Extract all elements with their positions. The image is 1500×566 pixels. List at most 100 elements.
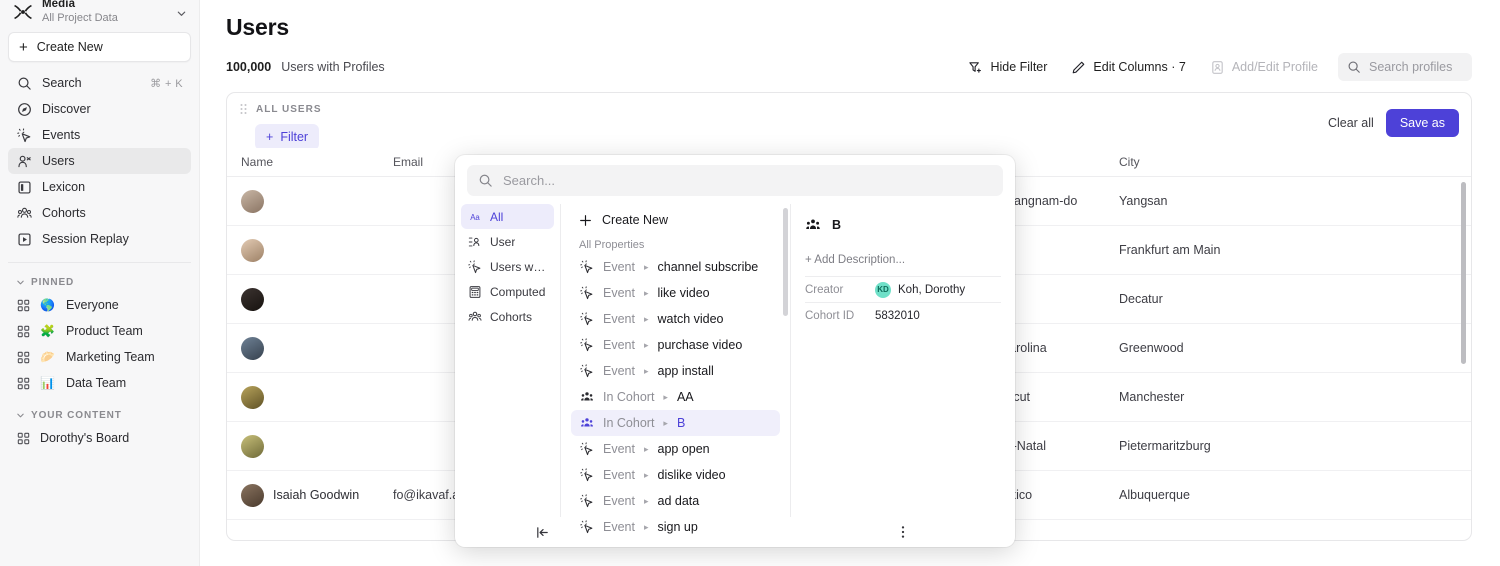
popup-category-users-who-did[interactable]: Users who di...	[461, 254, 554, 279]
people-group-icon	[468, 310, 482, 324]
popup-section-label: All Properties	[579, 239, 645, 251]
clear-all-button[interactable]: Clear all	[1327, 116, 1374, 130]
people-group-icon	[579, 416, 594, 431]
board-grid-icon	[16, 298, 30, 312]
popup-item-kind: Event	[603, 286, 635, 300]
popup-item-value: channel subscribe	[657, 260, 759, 274]
sidebar-item-discover[interactable]: Discover	[8, 96, 191, 122]
search-profiles-input[interactable]	[1369, 60, 1463, 74]
popup-list-scrollbar[interactable]	[783, 208, 788, 316]
popup-category-cohorts-label: Cohorts	[490, 309, 533, 324]
plus-icon	[579, 214, 592, 227]
column-header-email[interactable]: Email	[393, 155, 424, 169]
popup-list-item-selected[interactable]: In Cohort ▸ B	[571, 410, 780, 436]
sidebar-item-events[interactable]: Events	[8, 122, 191, 148]
popup-list-item[interactable]: Event ▸ watch video	[571, 306, 780, 332]
search-profiles-box[interactable]	[1338, 53, 1472, 81]
popup-create-new-button[interactable]: Create New	[571, 206, 780, 234]
add-filter-button[interactable]: + Filter	[255, 124, 320, 150]
popup-footer-left	[455, 525, 560, 540]
sidebar-item-search[interactable]: Search ⌘ + K	[8, 70, 191, 96]
add-edit-profile-button[interactable]: Add/Edit Profile	[1200, 53, 1328, 81]
popup-category-cohorts[interactable]: Cohorts	[461, 304, 554, 329]
popup-list-item[interactable]: Event ▸ app open	[571, 436, 780, 462]
popup-category-all[interactable]: Aa All	[461, 204, 554, 229]
search-icon	[16, 75, 32, 91]
cursor-click-icon	[579, 364, 594, 379]
everyone-emoji-icon: 🌎	[40, 298, 55, 312]
sidebar-item-users[interactable]: Users	[8, 148, 191, 174]
sidebar-label-search: Search	[42, 76, 82, 90]
popup-footer	[455, 517, 1015, 547]
chevron-down-icon	[16, 278, 25, 287]
add-description-button[interactable]: + Add Description...	[805, 254, 1001, 277]
popup-body: Aa All User	[455, 204, 1015, 534]
board-grid-icon	[16, 324, 30, 338]
drag-handle-icon[interactable]	[239, 103, 248, 115]
profile-card-icon	[1210, 60, 1225, 75]
popup-list-item[interactable]: Event ▸ dislike video	[571, 462, 780, 488]
popup-search-box[interactable]	[467, 165, 1003, 196]
collapse-panel-icon[interactable]	[535, 525, 550, 540]
avatar	[241, 483, 264, 507]
cohort-id-label: Cohort ID	[805, 310, 855, 322]
marketing-team-emoji-icon: 🥟	[40, 350, 55, 364]
popup-list-item[interactable]: Event ▸ app install	[571, 358, 780, 384]
sidebar-item-data-team[interactable]: 📊 Data Team	[8, 370, 191, 396]
popup-item-value: app open	[657, 442, 710, 456]
column-header-city[interactable]: City	[1119, 155, 1140, 169]
popup-property-list: Create New All Properties Event ▸ channe…	[560, 204, 790, 534]
board-grid-icon	[16, 431, 30, 445]
popup-item-value: watch video	[657, 312, 724, 326]
table-scrollbar[interactable]	[1461, 182, 1466, 364]
product-team-emoji-icon: 🧩	[40, 324, 55, 338]
sidebar-item-marketing-team[interactable]: 🥟 Marketing Team	[8, 344, 191, 370]
column-header-name[interactable]: Name	[241, 155, 274, 169]
cursor-click-icon	[579, 442, 594, 457]
save-as-button[interactable]: Save as	[1385, 109, 1459, 137]
popup-search-input[interactable]	[503, 173, 992, 188]
hide-filter-button[interactable]: Hide Filter	[958, 53, 1057, 81]
cell-name	[227, 238, 393, 262]
cursor-click-icon	[579, 286, 594, 301]
cell-email: fo@ikavaf.ag	[393, 488, 467, 502]
popup-item-value: purchase video	[657, 338, 743, 352]
popup-category-users-who-did-label: Users who di...	[490, 259, 547, 274]
create-new-button[interactable]: + Create New	[8, 32, 191, 62]
cell-city: Manchester	[1119, 390, 1185, 404]
more-options-icon[interactable]	[896, 525, 910, 539]
sidebar-item-cohorts[interactable]: Cohorts	[8, 200, 191, 226]
text-aa-icon: Aa	[468, 210, 482, 224]
pinned-section-header[interactable]: PINNED	[8, 277, 191, 288]
popup-item-kind: Event	[603, 468, 635, 482]
sidebar-item-lexicon[interactable]: Lexicon	[8, 174, 191, 200]
popup-list-item[interactable]: Event ▸ channel subscribe	[571, 254, 780, 280]
filter-icon	[968, 60, 983, 75]
sidebar-label-users: Users	[42, 154, 75, 168]
popup-list-item[interactable]: Event ▸ sign up	[571, 514, 780, 540]
sidebar-label-lexicon: Lexicon	[42, 180, 86, 194]
popup-list-item[interactable]: Event ▸ purchase video	[571, 332, 780, 358]
project-switcher[interactable]: Media All Project Data	[0, 0, 199, 30]
sidebar-item-product-team[interactable]: 🧩 Product Team	[8, 318, 191, 344]
sidebar-divider	[8, 262, 191, 263]
sidebar-item-dorothys-board[interactable]: Dorothy's Board	[8, 425, 191, 451]
your-content-section-header[interactable]: YOUR CONTENT	[8, 410, 191, 421]
popup-item-value: ad data	[657, 494, 700, 508]
popup-category-user-label: User	[490, 234, 516, 249]
popup-list-item[interactable]: Event ▸ ad data	[571, 488, 780, 514]
popup-item-value: app install	[657, 364, 714, 378]
hide-filter-label: Hide Filter	[990, 60, 1048, 74]
avatar	[241, 189, 264, 213]
popup-category-computed[interactable]: Computed	[461, 279, 554, 304]
sidebar-item-session-replay[interactable]: Session Replay	[8, 226, 191, 252]
popup-item-kind: Event	[603, 338, 635, 352]
popup-list-item[interactable]: Event ▸ like video	[571, 280, 780, 306]
chevron-down-icon[interactable]	[176, 8, 189, 19]
popup-list-item[interactable]: In Cohort ▸ AA	[571, 384, 780, 410]
edit-columns-button[interactable]: Edit Columns · 7	[1061, 53, 1195, 81]
popup-category-user[interactable]: User	[461, 229, 554, 254]
sidebar-item-everyone[interactable]: 🌎 Everyone	[8, 292, 191, 318]
cell-city: Albuquerque	[1119, 488, 1190, 502]
creator-row: Creator KD Koh, Dorothy	[805, 277, 1001, 303]
